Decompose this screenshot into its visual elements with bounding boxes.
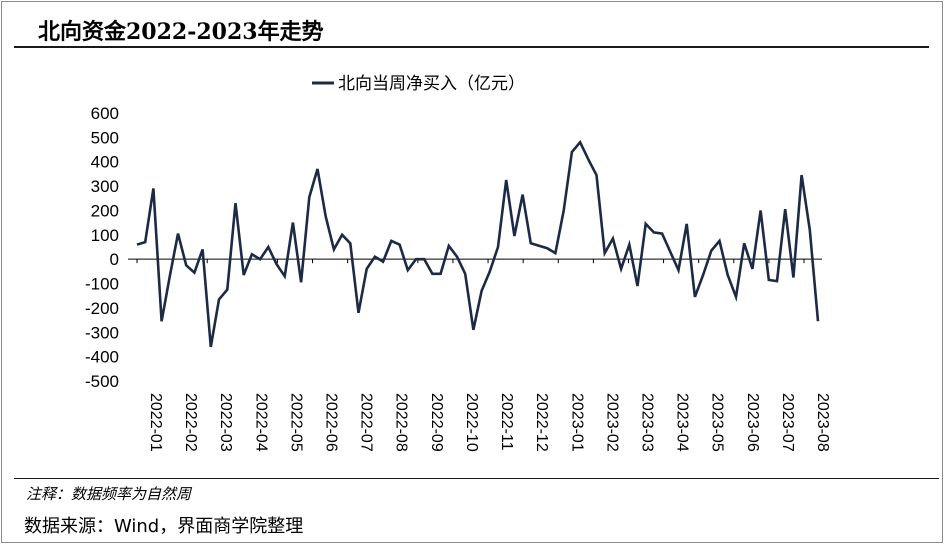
x-tick-label: 2022-07 xyxy=(358,393,375,452)
series-line-0 xyxy=(136,139,820,348)
footer-divider xyxy=(14,478,939,479)
x-tick-label: 2023-02 xyxy=(603,393,620,452)
x-tick-label: 2022-11 xyxy=(498,393,515,451)
y-axis: 600 500 400 300 200 100 0 -100 -200 -300 -400 -500 xyxy=(85,104,822,391)
x-tick-label: 2022-10 xyxy=(463,393,480,452)
x-tick-label: 2022-09 xyxy=(428,393,445,452)
plot-area xyxy=(136,139,820,348)
legend: 北向当周净买入（亿元） xyxy=(312,74,525,94)
x-tick-label: 2022-05 xyxy=(287,393,304,452)
y-tick-label: 500 xyxy=(91,128,119,147)
y-tick-label: 400 xyxy=(91,153,119,172)
y-tick-label: -100 xyxy=(85,275,119,294)
x-tick-label: 2022-01 xyxy=(147,393,164,452)
x-axis: 2022-01 2022-02 2022-03 2022-04 2022-05 2022-… xyxy=(136,259,831,452)
page-title: 北向资金2022-2023年走势 xyxy=(38,19,324,45)
x-tick-label: 2023-05 xyxy=(709,393,726,452)
legend-label: 北向当周净买入（亿元） xyxy=(338,74,525,94)
x-tick-label: 2023-04 xyxy=(674,393,691,452)
y-tick-label: -200 xyxy=(85,299,119,318)
x-tick-label: 2023-07 xyxy=(779,393,796,452)
y-tick-label: 0 xyxy=(110,250,119,269)
footnote: 注释：数据频率为自然周 xyxy=(26,485,192,503)
x-tick-label: 2023-06 xyxy=(744,393,761,452)
y-tick-label: 300 xyxy=(91,177,119,196)
y-tick-label: -300 xyxy=(85,323,119,342)
y-tick-label: -500 xyxy=(85,372,119,391)
x-tick-label: 2022-03 xyxy=(217,393,234,452)
title-divider xyxy=(14,46,929,48)
y-tick-label: 100 xyxy=(91,226,119,245)
x-tick-label: 2023-03 xyxy=(638,393,655,452)
y-tick-label: 600 xyxy=(91,104,119,123)
y-tick-label: -400 xyxy=(85,348,119,367)
x-tick-label: 2023-08 xyxy=(814,393,831,452)
source-credit: 数据来源：Wind，界面商学院整理 xyxy=(24,516,304,537)
x-tick-label: 2022-02 xyxy=(182,393,199,452)
x-tick-label: 2022-08 xyxy=(393,393,410,452)
y-tick-label: 200 xyxy=(91,201,119,220)
x-tick-label: 2023-01 xyxy=(568,393,585,452)
x-tick-label: 2022-12 xyxy=(533,393,550,452)
x-tick-label: 2022-06 xyxy=(323,393,340,452)
x-tick-label: 2022-04 xyxy=(252,393,269,452)
